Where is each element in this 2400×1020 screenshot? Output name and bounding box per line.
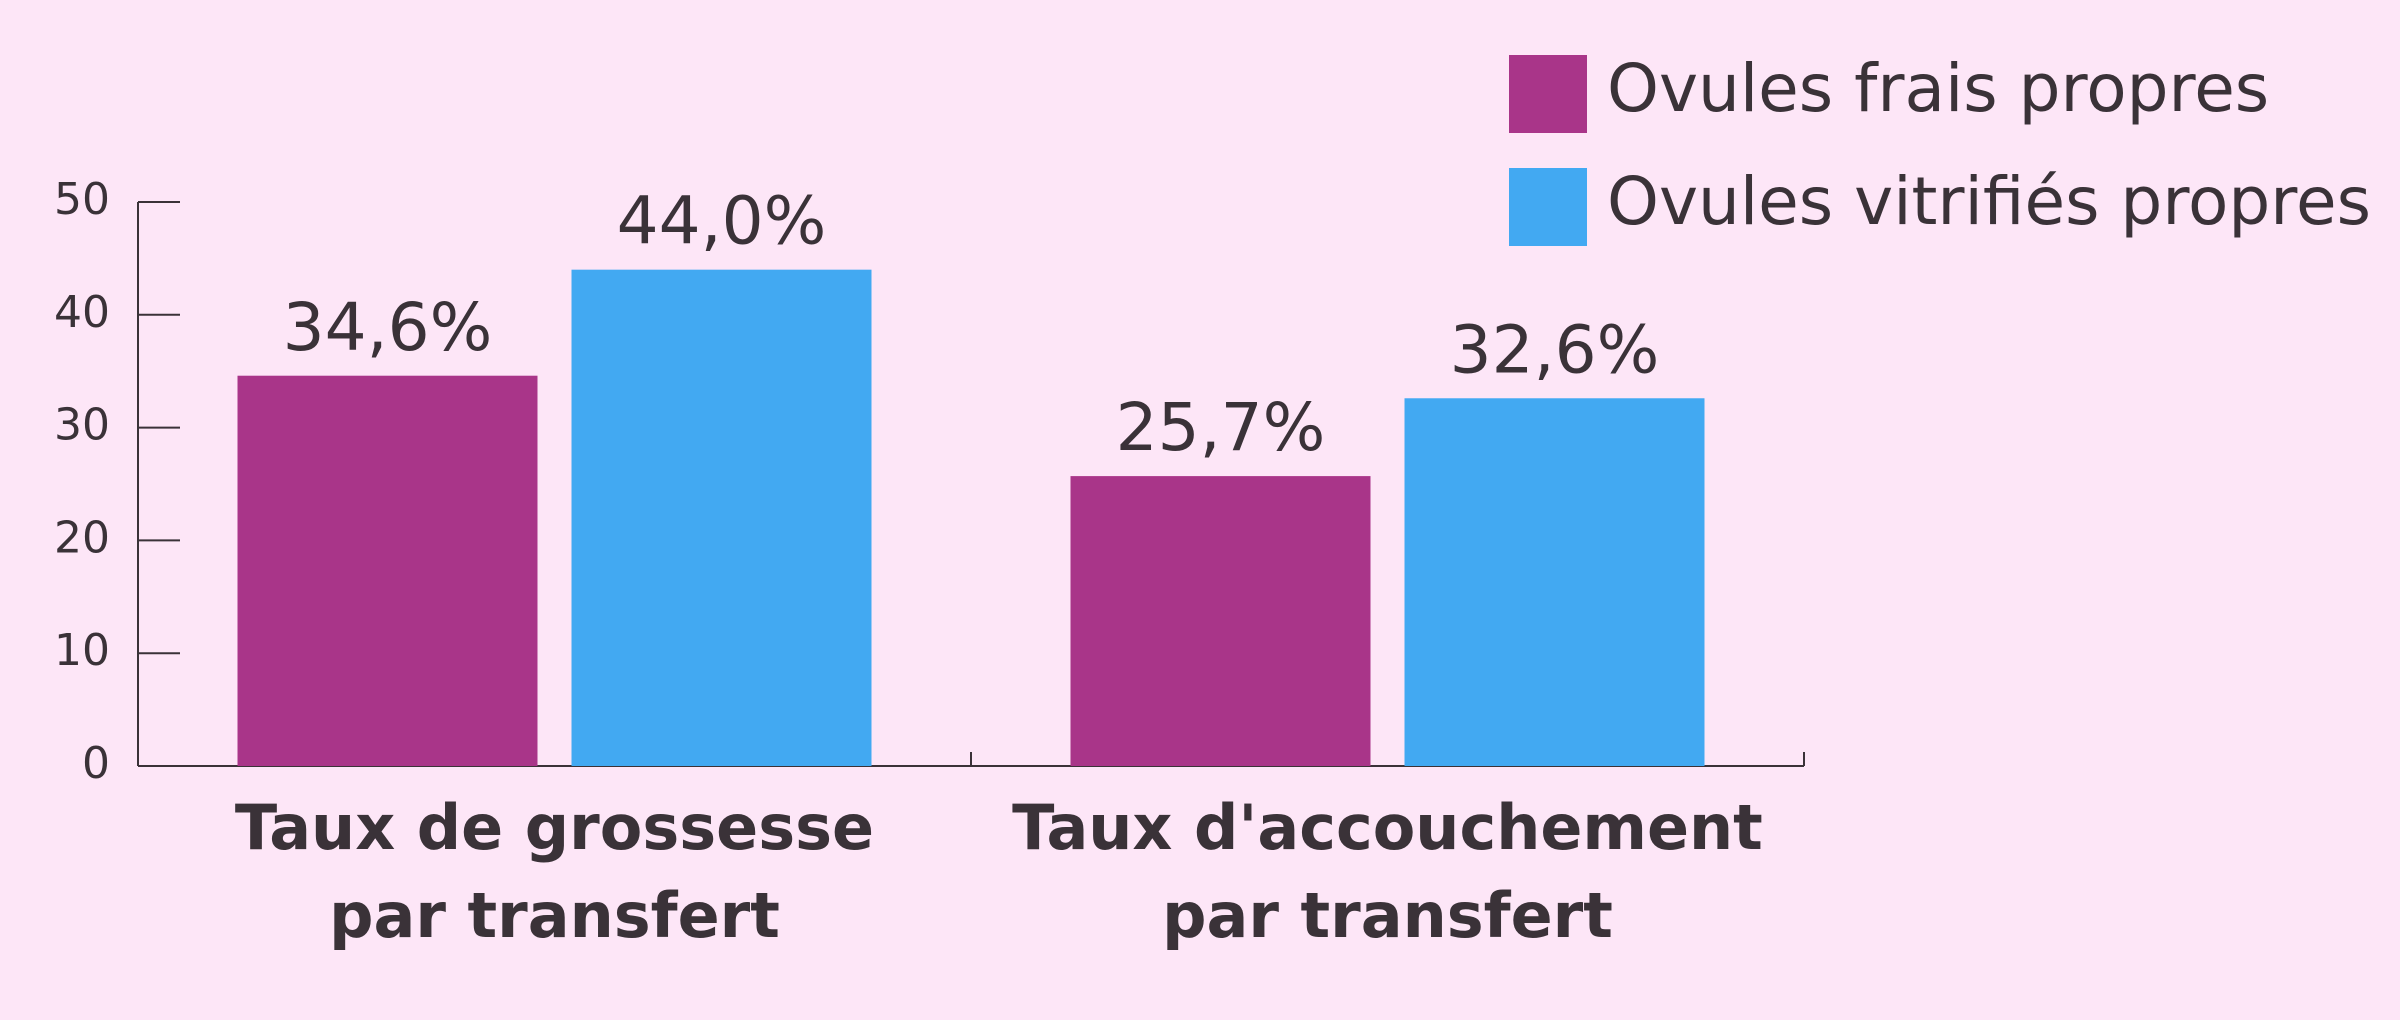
bar bbox=[571, 269, 872, 766]
value-label: 44,0% bbox=[617, 183, 827, 260]
legend-label: Ovules frais propres bbox=[1607, 50, 2269, 127]
x-tick-label: par transfert bbox=[329, 879, 780, 952]
bar bbox=[1404, 398, 1705, 766]
y-tick-label: 0 bbox=[82, 738, 110, 789]
bar bbox=[1070, 476, 1371, 766]
x-tick-label: Taux de grossesse bbox=[235, 791, 874, 864]
y-tick-label: 20 bbox=[54, 512, 110, 563]
value-label: 32,6% bbox=[1450, 311, 1660, 388]
bar bbox=[237, 375, 538, 766]
y-tick-label: 30 bbox=[54, 400, 110, 451]
y-tick-label: 10 bbox=[54, 625, 110, 676]
legend-swatch bbox=[1509, 168, 1587, 246]
x-tick-label: par transfert bbox=[1162, 879, 1613, 952]
y-tick-label: 40 bbox=[54, 287, 110, 338]
legend-label: Ovules vitrifiés propres bbox=[1607, 163, 2371, 240]
value-label: 25,7% bbox=[1116, 389, 1326, 466]
x-tick-label: Taux d'accouchement bbox=[1012, 791, 1763, 864]
y-tick-label: 50 bbox=[54, 174, 110, 225]
value-label: 34,6% bbox=[283, 289, 493, 366]
legend-swatch bbox=[1509, 55, 1587, 133]
